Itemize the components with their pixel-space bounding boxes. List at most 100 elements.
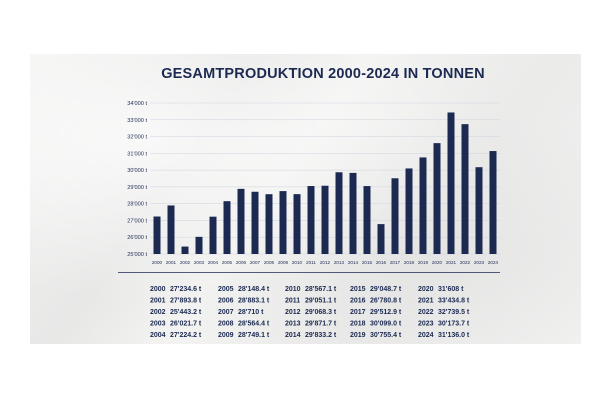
- x-tick-label: 2020: [432, 260, 443, 265]
- bar-2016: [377, 224, 385, 254]
- table-value: 27'234.6 t: [170, 286, 202, 293]
- y-tick-label: 32'000 t: [127, 135, 147, 141]
- table-year: 2021: [418, 298, 434, 305]
- table-value: 30'755.4 t: [370, 332, 402, 339]
- table-year: 2003: [150, 321, 166, 328]
- table-year: 2005: [218, 286, 234, 293]
- x-tick-label: 2012: [320, 260, 331, 265]
- table-year: 2017: [350, 309, 366, 316]
- table-value: 29'048.7 t: [370, 286, 402, 293]
- y-tick-label: 25'000 t: [127, 252, 147, 258]
- chart-title: GESAMTPRODUKTION 2000-2024 IN TONNEN: [161, 66, 485, 82]
- table-value: 29'871.7 t: [305, 321, 337, 328]
- table-year: 2007: [218, 309, 234, 316]
- y-tick-label: 31'000 t: [127, 151, 147, 157]
- bar-2003: [195, 236, 203, 254]
- y-tick-label: 27'000 t: [127, 218, 147, 224]
- table-year: 2014: [285, 332, 301, 339]
- x-tick-label: 2019: [418, 260, 429, 265]
- x-tick-label: 2000: [152, 260, 163, 265]
- bar-2024: [489, 151, 497, 254]
- bar-2010: [293, 194, 301, 254]
- x-tick-label: 2013: [334, 260, 345, 265]
- x-tick-label: 2021: [446, 260, 457, 265]
- table-year: 2023: [418, 321, 434, 328]
- x-tick-label: 2001: [166, 260, 177, 265]
- x-tick-label: 2014: [348, 260, 359, 265]
- x-tick-label: 2018: [404, 260, 415, 265]
- bars: [153, 112, 497, 254]
- paper-background: [30, 54, 581, 344]
- x-tick-label: 2006: [236, 260, 247, 265]
- x-tick-label: 2008: [264, 260, 275, 265]
- table-year: 2001: [150, 298, 166, 305]
- table-value: 26'780.8 t: [370, 298, 402, 305]
- bar-2020: [433, 143, 441, 254]
- x-tick-label: 2016: [376, 260, 387, 265]
- value-table: 2000 27'234.6 t 2001 27'893.8 t 2002 25'443.2…: [150, 286, 470, 339]
- table-value: 33'434.8 t: [438, 298, 470, 305]
- y-axis-ticks: 25'000 t 26'000 t 27'000 t 28'000 t 29'000 t…: [127, 101, 147, 258]
- y-tick-label: 33'000 t: [127, 118, 147, 124]
- x-tick-label: 2007: [250, 260, 261, 265]
- table-value: 25'443.2 t: [170, 309, 202, 316]
- table-year: 2006: [218, 298, 234, 305]
- bar-2018: [405, 168, 413, 254]
- table-year: 2020: [418, 286, 434, 293]
- table-year: 2000: [150, 286, 166, 293]
- bar-2014: [349, 172, 357, 254]
- bar-2001: [167, 205, 175, 254]
- table-year: 2018: [350, 321, 366, 328]
- bar-2019: [419, 157, 427, 254]
- x-tick-label: 2010: [292, 260, 303, 265]
- table-value: 31'608 t: [438, 286, 464, 293]
- table-value: 27'893.8 t: [170, 298, 202, 305]
- y-tick-label: 26'000 t: [127, 235, 147, 241]
- bar-2022: [461, 124, 469, 254]
- table-value: 27'224.2 t: [170, 332, 202, 339]
- x-tick-label: 2024: [488, 260, 499, 265]
- bar-2017: [391, 178, 399, 254]
- bar-2023: [475, 167, 483, 254]
- bar-2000: [153, 216, 161, 254]
- table-year: 2008: [218, 321, 234, 328]
- x-tick-label: 2011: [306, 260, 316, 265]
- table-year: 2016: [350, 298, 366, 305]
- bar-2005: [223, 201, 231, 254]
- table-value: 28'567.1 t: [305, 286, 337, 293]
- table-value: 26'021.7 t: [170, 321, 202, 328]
- bar-2011: [307, 186, 315, 254]
- bar-2006: [237, 188, 245, 254]
- table-year: 2024: [418, 332, 434, 339]
- table-value: 31'136.0 t: [438, 332, 470, 339]
- table-value: 30'099.0 t: [370, 321, 402, 328]
- table-value: 28'883.1 t: [238, 298, 270, 305]
- bar-2013: [335, 172, 343, 254]
- y-tick-label: 29'000 t: [127, 185, 147, 191]
- y-tick-label: 30'000 t: [127, 168, 147, 174]
- bar-2015: [363, 186, 371, 254]
- bar-2012: [321, 185, 329, 254]
- x-tick-label: 2022: [460, 260, 471, 265]
- x-axis-ticks: 2000 2001 2002 2003 2004 2005 2006 2007 2008 2009…: [152, 260, 499, 265]
- table-year: 2022: [418, 309, 434, 316]
- table-value: 29'833.2 t: [305, 332, 337, 339]
- table-value: 29'051.1 t: [305, 298, 337, 305]
- table-year: 2015: [350, 286, 366, 293]
- bar-2002: [181, 246, 189, 254]
- table-value: 28'148.4 t: [238, 286, 270, 293]
- x-tick-label: 2002: [180, 260, 191, 265]
- table-value: 29'512.9 t: [370, 309, 402, 316]
- bar-2009: [279, 191, 287, 254]
- table-value: 29'068.3 t: [305, 309, 337, 316]
- x-tick-label: 2003: [194, 260, 205, 265]
- table-year: 2002: [150, 309, 166, 316]
- x-tick-label: 2004: [208, 260, 219, 265]
- table-year: 2010: [285, 286, 301, 293]
- x-tick-label: 2017: [390, 260, 401, 265]
- x-tick-label: 2023: [474, 260, 485, 265]
- table-year: 2012: [285, 309, 301, 316]
- table-year: 2013: [285, 321, 301, 328]
- x-tick-label: 2015: [362, 260, 373, 265]
